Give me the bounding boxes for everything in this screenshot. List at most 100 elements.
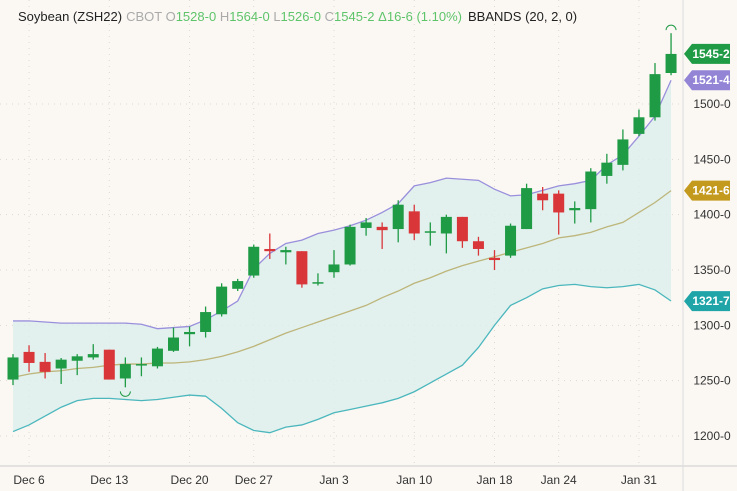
- candle-body: [521, 188, 533, 230]
- open-label: O: [165, 9, 176, 24]
- x-tick-label: Dec 27: [235, 473, 273, 487]
- candle-body: [376, 226, 388, 231]
- candle: [296, 251, 308, 288]
- candle-body: [135, 364, 147, 366]
- high-value: 1564-0: [229, 9, 270, 24]
- candle-body: [392, 204, 404, 230]
- candle: [601, 153, 613, 184]
- candle-body: [665, 53, 677, 74]
- candle-body: [168, 337, 179, 351]
- candle-body: [312, 282, 324, 284]
- candle-body: [537, 193, 549, 201]
- y-tick-label: 1250-0: [693, 374, 731, 388]
- high-marker-icon: [665, 24, 677, 31]
- x-tick-label: Dec 13: [90, 473, 128, 487]
- candle-body: [23, 351, 35, 363]
- x-tick-label: Jan 18: [476, 473, 512, 487]
- candle-body: [200, 312, 212, 332]
- candle: [119, 357, 131, 388]
- candle: [135, 357, 147, 377]
- symbol-name: Soybean (ZSH22): [18, 9, 123, 24]
- y-tick-label: 1400-0: [693, 208, 731, 222]
- candle-body: [232, 281, 244, 289]
- candle: [376, 222, 388, 249]
- candle-body: [569, 208, 581, 211]
- last-value-tag: [684, 70, 730, 91]
- candle: [103, 349, 115, 380]
- candle: [23, 345, 35, 372]
- candle: [360, 217, 372, 236]
- low-label: L: [273, 9, 281, 24]
- candle: [537, 187, 549, 211]
- x-tick-label: Jan 3: [319, 473, 349, 487]
- candle: [312, 273, 324, 286]
- x-tick-label: Jan 10: [396, 473, 432, 487]
- candle: [344, 224, 356, 266]
- candle-body: [264, 248, 276, 252]
- indicator-label[interactable]: BBANDS (20, 2, 0): [468, 9, 578, 24]
- candle: [184, 326, 196, 347]
- candle-body: [55, 359, 67, 369]
- candle-body: [184, 331, 196, 335]
- x-tick-label: Jan 31: [621, 473, 657, 487]
- candle: [633, 109, 645, 137]
- last-value-label: 1545-2: [692, 47, 730, 61]
- candle-body: [151, 348, 163, 367]
- candle: [280, 246, 292, 265]
- candle: [248, 244, 260, 278]
- candle-body: [601, 162, 613, 176]
- close-label: C: [324, 9, 335, 24]
- candle: [7, 354, 19, 386]
- candle-body: [280, 250, 292, 253]
- candle: [168, 327, 179, 352]
- candle: [216, 283, 228, 317]
- candle-body: [71, 356, 83, 361]
- open-value: 1528-0: [175, 9, 217, 24]
- y-tick-label: 1350-0: [693, 263, 731, 277]
- upper-band-line: [13, 79, 672, 330]
- candle: [553, 190, 565, 235]
- candle-body: [39, 361, 51, 372]
- y-tick-label: 1200-0: [693, 429, 731, 443]
- candle: [569, 201, 581, 224]
- low-value: 1526-0: [280, 9, 322, 24]
- candle: [649, 63, 661, 121]
- x-tick-label: Dec 6: [13, 473, 45, 487]
- candle: [617, 129, 629, 171]
- change-value: Δ16-6 (1.10%): [378, 9, 462, 24]
- candle: [505, 223, 517, 258]
- candle-body: [248, 246, 260, 276]
- y-tick-label: 1500-0: [693, 97, 731, 111]
- candle-body: [472, 241, 484, 249]
- candle-body: [617, 139, 629, 165]
- lower-band-line: [12, 283, 672, 434]
- last-value-tag: [684, 43, 730, 64]
- high-label: H: [219, 9, 230, 24]
- x-tick-label: Jan 24: [541, 473, 577, 487]
- x-tick-label: Dec 20: [171, 473, 209, 487]
- last-value-label: 1521-4: [692, 73, 730, 87]
- candle: [424, 222, 436, 246]
- candle-body: [328, 264, 340, 273]
- y-tick-label: 1300-0: [693, 318, 731, 332]
- candle: [328, 250, 340, 278]
- exchange: CBOT: [126, 9, 162, 24]
- candle: [71, 354, 83, 376]
- candle-body: [489, 257, 500, 261]
- y-tick-label: 1450-0: [693, 152, 731, 166]
- candle: [585, 168, 597, 223]
- candle-body: [87, 354, 99, 358]
- candle: [264, 233, 276, 259]
- candle-body: [360, 222, 372, 228]
- candle: [408, 204, 420, 241]
- candle-body: [440, 216, 452, 234]
- bollinger-band-fill: [13, 80, 672, 433]
- candle: [489, 250, 500, 271]
- candle-body: [216, 286, 228, 315]
- candle: [151, 346, 163, 369]
- candle: [472, 236, 484, 256]
- last-value-tag: [684, 180, 730, 201]
- last-value-tag: [684, 291, 730, 312]
- candle: [232, 278, 244, 292]
